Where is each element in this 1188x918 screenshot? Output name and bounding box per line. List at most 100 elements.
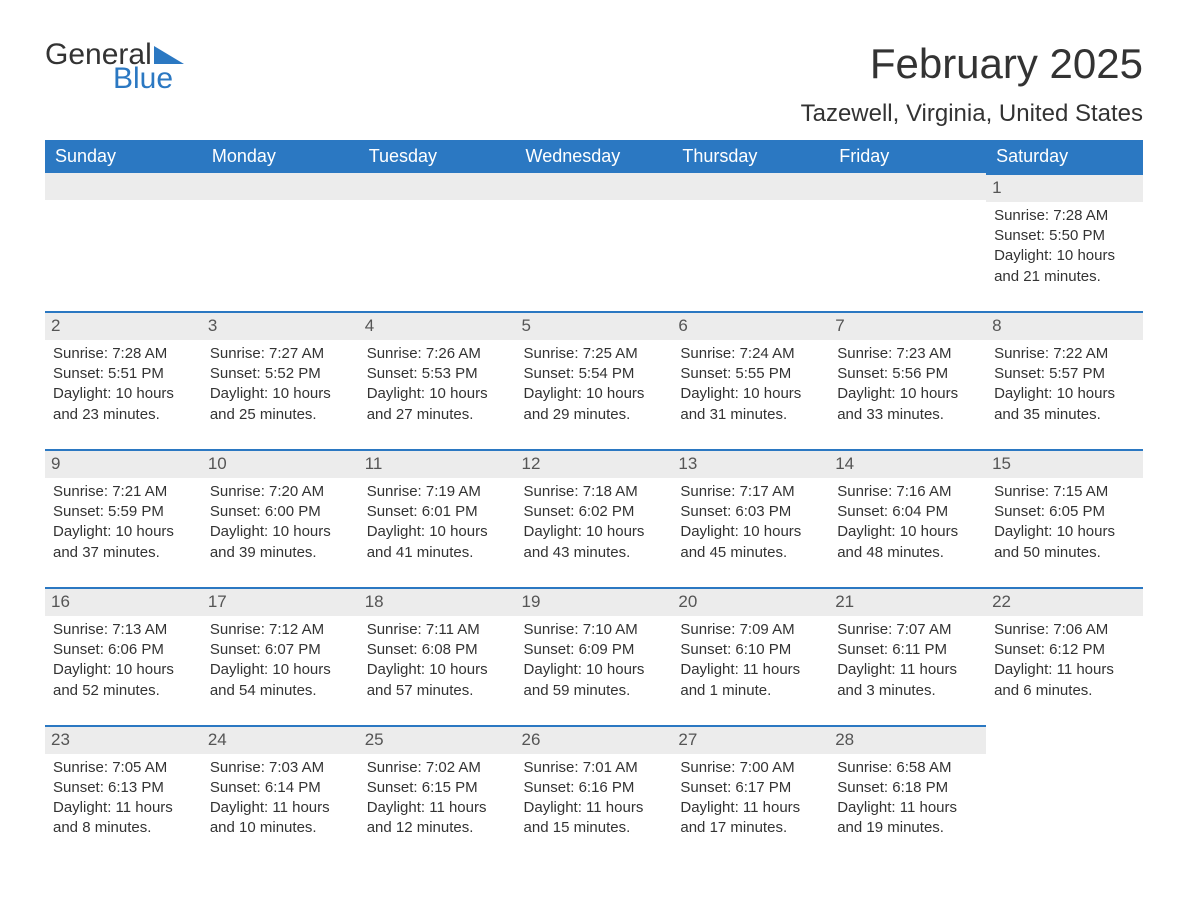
- cell-daylight1: Daylight: 10 hours: [837, 522, 978, 542]
- cell-sunset: Sunset: 5:55 PM: [680, 364, 821, 384]
- day-number: 3: [202, 311, 359, 340]
- empty-day-bar: [829, 173, 986, 200]
- cell-sunrise: Sunrise: 7:22 AM: [994, 344, 1135, 364]
- calendar-cell: 12Sunrise: 7:18 AMSunset: 6:02 PMDayligh…: [516, 449, 673, 587]
- weekday-header: Saturday: [986, 140, 1143, 173]
- header: General Blue February 2025: [45, 40, 1143, 94]
- cell-daylight2: and 15 minutes.: [524, 818, 665, 838]
- day-number: 25: [359, 725, 516, 754]
- cell-sunset: Sunset: 5:56 PM: [837, 364, 978, 384]
- cell-daylight2: and 3 minutes.: [837, 681, 978, 701]
- cell-sunset: Sunset: 6:06 PM: [53, 640, 194, 660]
- cell-sunrise: Sunrise: 7:28 AM: [994, 206, 1135, 226]
- calendar-week: 16Sunrise: 7:13 AMSunset: 6:06 PMDayligh…: [45, 587, 1143, 725]
- cell-sunrise: Sunrise: 7:25 AM: [524, 344, 665, 364]
- calendar-cell: 2Sunrise: 7:28 AMSunset: 5:51 PMDaylight…: [45, 311, 202, 449]
- cell-daylight1: Daylight: 10 hours: [994, 246, 1135, 266]
- calendar-week: 1Sunrise: 7:28 AMSunset: 5:50 PMDaylight…: [45, 173, 1143, 311]
- cell-sunset: Sunset: 6:07 PM: [210, 640, 351, 660]
- cell-sunrise: Sunrise: 7:09 AM: [680, 620, 821, 640]
- cell-sunrise: Sunrise: 7:02 AM: [367, 758, 508, 778]
- cell-sunrise: Sunrise: 7:18 AM: [524, 482, 665, 502]
- cell-daylight2: and 8 minutes.: [53, 818, 194, 838]
- calendar-cell: 1Sunrise: 7:28 AMSunset: 5:50 PMDaylight…: [986, 173, 1143, 311]
- cell-daylight2: and 33 minutes.: [837, 405, 978, 425]
- cell-daylight1: Daylight: 10 hours: [210, 384, 351, 404]
- calendar-week: 23Sunrise: 7:05 AMSunset: 6:13 PMDayligh…: [45, 725, 1143, 863]
- cell-daylight1: Daylight: 10 hours: [53, 384, 194, 404]
- calendar-cell: 3 Sunrise: 7:27 AMSunset: 5:52 PMDaylight…: [202, 311, 359, 449]
- calendar-cell: 16Sunrise: 7:13 AMSunset: 6:06 PMDayligh…: [45, 587, 202, 725]
- calendar-cell: [986, 725, 1143, 863]
- cell-sunset: Sunset: 5:57 PM: [994, 364, 1135, 384]
- day-number: 10: [202, 449, 359, 478]
- day-number: 12: [516, 449, 673, 478]
- cell-daylight2: and 35 minutes.: [994, 405, 1135, 425]
- cell-sunrise: Sunrise: 7:12 AM: [210, 620, 351, 640]
- cell-sunrise: Sunrise: 7:19 AM: [367, 482, 508, 502]
- calendar-cell: 5 Sunrise: 7:25 AMSunset: 5:54 PMDaylight…: [516, 311, 673, 449]
- day-number: 7: [829, 311, 986, 340]
- cell-daylight1: Daylight: 11 hours: [837, 798, 978, 818]
- day-number: 19: [516, 587, 673, 616]
- logo: General Blue: [45, 40, 184, 94]
- calendar-week: 2Sunrise: 7:28 AMSunset: 5:51 PMDaylight…: [45, 311, 1143, 449]
- day-number: 16: [45, 587, 202, 616]
- calendar-cell: 13Sunrise: 7:17 AMSunset: 6:03 PMDayligh…: [672, 449, 829, 587]
- cell-daylight2: and 43 minutes.: [524, 543, 665, 563]
- day-number: 24: [202, 725, 359, 754]
- day-number: 23: [45, 725, 202, 754]
- day-number: 26: [516, 725, 673, 754]
- cell-daylight2: and 12 minutes.: [367, 818, 508, 838]
- cell-sunrise: Sunrise: 7:03 AM: [210, 758, 351, 778]
- day-number: 14: [829, 449, 986, 478]
- cell-sunset: Sunset: 6:01 PM: [367, 502, 508, 522]
- cell-sunset: Sunset: 6:17 PM: [680, 778, 821, 798]
- cell-sunrise: Sunrise: 7:27 AM: [210, 344, 351, 364]
- calendar-cell: [829, 173, 986, 311]
- cell-daylight1: Daylight: 11 hours: [524, 798, 665, 818]
- cell-sunrise: Sunrise: 7:24 AM: [680, 344, 821, 364]
- calendar-cell: 19Sunrise: 7:10 AMSunset: 6:09 PMDayligh…: [516, 587, 673, 725]
- cell-daylight2: and 54 minutes.: [210, 681, 351, 701]
- weekday-header: Wednesday: [516, 140, 673, 173]
- day-number: 13: [672, 449, 829, 478]
- cell-sunset: Sunset: 6:12 PM: [994, 640, 1135, 660]
- calendar-table: SundayMondayTuesdayWednesdayThursdayFrid…: [45, 140, 1143, 863]
- calendar-cell: 27Sunrise: 7:00 AMSunset: 6:17 PMDayligh…: [672, 725, 829, 863]
- cell-sunset: Sunset: 5:52 PM: [210, 364, 351, 384]
- cell-daylight1: Daylight: 10 hours: [367, 384, 508, 404]
- cell-daylight2: and 27 minutes.: [367, 405, 508, 425]
- cell-daylight2: and 45 minutes.: [680, 543, 821, 563]
- calendar-cell: [672, 173, 829, 311]
- day-number: 22: [986, 587, 1143, 616]
- calendar-cell: 23Sunrise: 7:05 AMSunset: 6:13 PMDayligh…: [45, 725, 202, 863]
- weekday-header: Thursday: [672, 140, 829, 173]
- calendar-cell: 28Sunrise: 6:58 AMSunset: 6:18 PMDayligh…: [829, 725, 986, 863]
- cell-daylight1: Daylight: 10 hours: [994, 522, 1135, 542]
- calendar-cell: [359, 173, 516, 311]
- cell-sunset: Sunset: 5:50 PM: [994, 226, 1135, 246]
- day-number: 5: [516, 311, 673, 340]
- cell-daylight2: and 29 minutes.: [524, 405, 665, 425]
- day-number: 9: [45, 449, 202, 478]
- cell-sunset: Sunset: 6:00 PM: [210, 502, 351, 522]
- day-number: 21: [829, 587, 986, 616]
- cell-sunset: Sunset: 6:02 PM: [524, 502, 665, 522]
- cell-sunrise: Sunrise: 7:23 AM: [837, 344, 978, 364]
- cell-sunrise: Sunrise: 7:13 AM: [53, 620, 194, 640]
- cell-daylight1: Daylight: 10 hours: [524, 384, 665, 404]
- calendar-cell: 11Sunrise: 7:19 AMSunset: 6:01 PMDayligh…: [359, 449, 516, 587]
- calendar-cell: [202, 173, 359, 311]
- calendar-cell: [45, 173, 202, 311]
- cell-sunrise: Sunrise: 7:01 AM: [524, 758, 665, 778]
- cell-daylight1: Daylight: 10 hours: [837, 384, 978, 404]
- calendar-cell: 24Sunrise: 7:03 AMSunset: 6:14 PMDayligh…: [202, 725, 359, 863]
- cell-daylight1: Daylight: 11 hours: [367, 798, 508, 818]
- cell-sunset: Sunset: 5:54 PM: [524, 364, 665, 384]
- cell-daylight1: Daylight: 10 hours: [680, 522, 821, 542]
- calendar-cell: 14Sunrise: 7:16 AMSunset: 6:04 PMDayligh…: [829, 449, 986, 587]
- cell-sunrise: Sunrise: 7:00 AM: [680, 758, 821, 778]
- calendar-cell: 22Sunrise: 7:06 AMSunset: 6:12 PMDayligh…: [986, 587, 1143, 725]
- calendar-cell: 18Sunrise: 7:11 AMSunset: 6:08 PMDayligh…: [359, 587, 516, 725]
